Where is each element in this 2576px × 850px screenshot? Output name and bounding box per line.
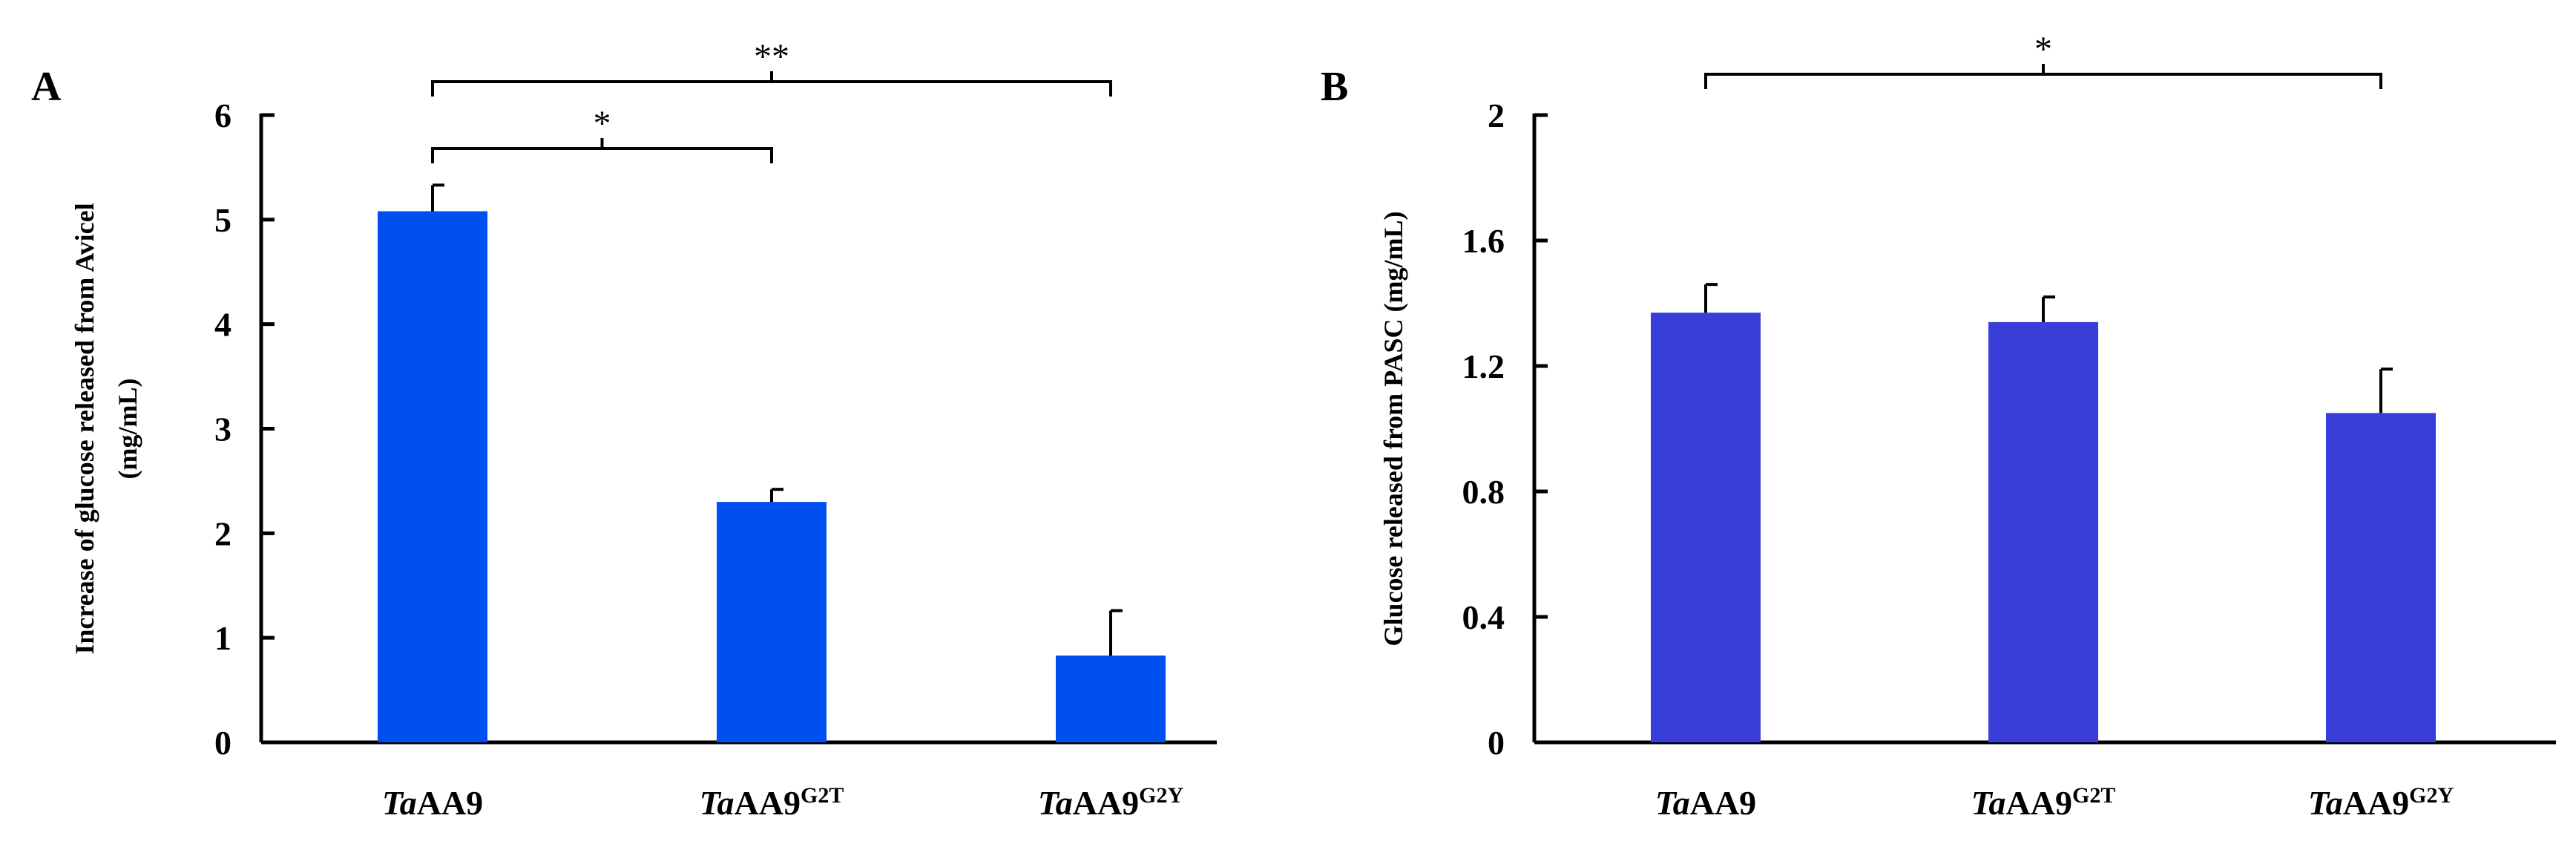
bar xyxy=(1056,656,1166,742)
x-tick-label: TaAA9 xyxy=(382,784,483,822)
panel-b: B 0 0.4 0.8 1.2 1.6 2 Glucose released from PAS… xyxy=(1321,30,2556,822)
y-axis-title: (mg/mL) xyxy=(113,379,142,480)
x-tick-label: TaAA9 xyxy=(1655,784,1756,822)
y-tick-label: 0 xyxy=(1488,724,1505,762)
y-tick-label: 5 xyxy=(214,201,231,239)
y-tick-label: 0 xyxy=(214,724,231,762)
y-tick-label: 3 xyxy=(214,411,231,448)
significance-bracket xyxy=(1704,64,2382,89)
significance-label: * xyxy=(2034,30,2052,69)
panel-a: A 0 1 2 3 4 5 6 Increase of glucose released fro… xyxy=(31,37,1217,822)
bar xyxy=(717,502,827,742)
bar xyxy=(378,211,487,743)
panel-letter: B xyxy=(1321,64,1348,110)
y-tick-label: 2 xyxy=(1488,97,1505,134)
y-tick-label: 2 xyxy=(214,514,231,552)
y-tick-label: 4 xyxy=(214,306,231,344)
x-tick-label: TaAA9G2T xyxy=(1971,783,2116,822)
significance-label: * xyxy=(594,104,611,143)
y-tick-label: 0.8 xyxy=(1462,473,1505,511)
bar xyxy=(2326,413,2436,742)
y-axis-title: Increase of glucose released from Avicel xyxy=(70,203,99,654)
y-tick-label: 1 xyxy=(214,619,231,657)
bar xyxy=(1988,321,2098,743)
significance-bracket xyxy=(431,138,773,163)
significance-label: ** xyxy=(754,37,789,76)
bar xyxy=(1651,313,1761,742)
y-tick-label: 0.4 xyxy=(1462,598,1505,636)
y-axis-title: Glucose released from PASC (mg/mL) xyxy=(1379,212,1408,647)
y-tick-label: 1.6 xyxy=(1462,222,1505,260)
y-tick-label: 6 xyxy=(214,97,231,134)
y-tick-label: 1.2 xyxy=(1462,347,1505,385)
significance-bracket xyxy=(431,71,1112,97)
x-tick-label: TaAA9G2Y xyxy=(1038,783,1184,822)
x-tick-label: TaAA9G2T xyxy=(700,783,844,822)
panel-letter: A xyxy=(31,64,62,110)
x-tick-label: TaAA9G2Y xyxy=(2308,783,2454,822)
